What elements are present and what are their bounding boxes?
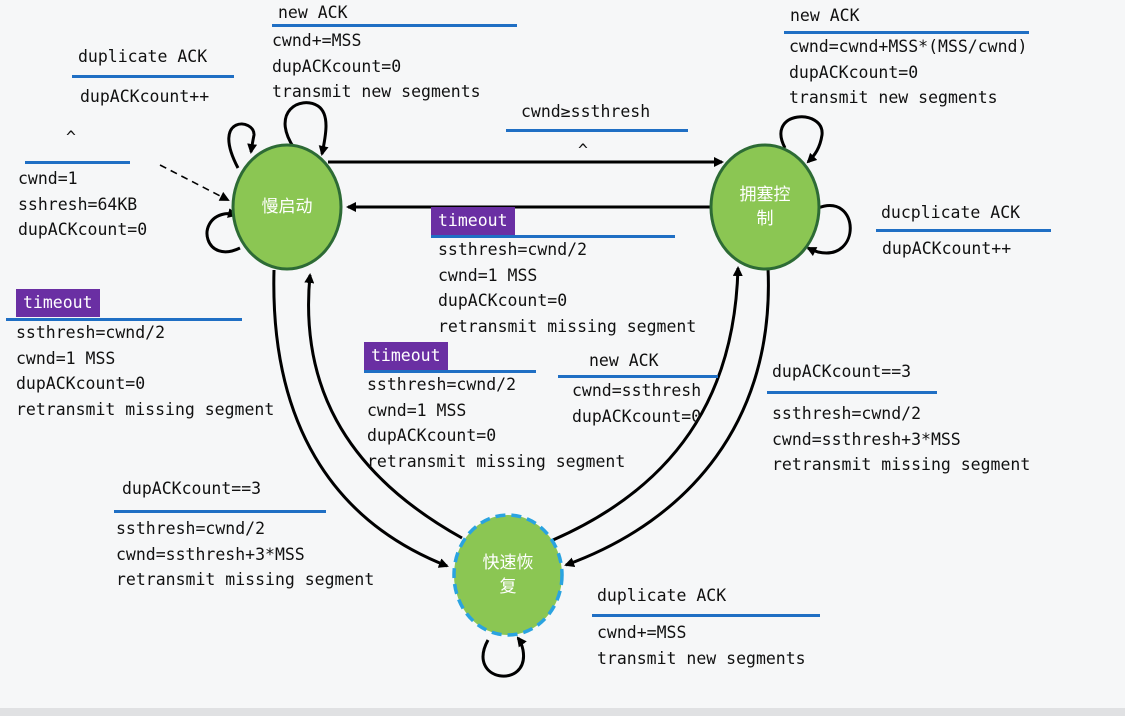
fr-timeout-bar <box>364 370 536 373</box>
ss-to-fr-arrow <box>272 269 449 568</box>
ca-timeout-actions: ssthresh=cwnd/2 cwnd=1 MSS dupACKcount=0… <box>438 240 697 336</box>
ca-new-ack-actions: cwnd=cwnd+MSS*(MSS/cwnd) dupACKcount=0 t… <box>789 37 1028 107</box>
init-bar <box>25 161 130 164</box>
ca-dup-ack-event: ducplicate ACK <box>881 203 1021 222</box>
state-fast-recovery <box>452 513 564 637</box>
ca-new-ack-loop <box>779 115 824 164</box>
init-event: ^ <box>66 128 76 147</box>
ca-to-fr-arrow <box>564 267 770 567</box>
fr-to-ca-arrow <box>552 266 743 542</box>
ca-timeout-tag: timeout <box>431 207 515 235</box>
ss-to-ca-bar <box>506 129 688 132</box>
bottom-strip <box>0 708 1125 716</box>
fr-new-ack-event: new ACK <box>589 351 659 370</box>
ss-dup-ack-bar <box>72 75 234 78</box>
ss-new-ack-loop <box>283 101 329 156</box>
fr-dup-ack-loop <box>481 636 527 678</box>
state-slow-start <box>231 143 343 271</box>
ss-timeout-actions: ssthresh=cwnd/2 cwnd=1 MSS dupACKcount=0… <box>16 323 275 419</box>
fr-new-ack-actions: cwnd=ssthresh dupACKcount=0 <box>572 381 702 426</box>
congestion-avoidance-label: 拥塞控 制 <box>739 185 791 229</box>
ss-to-ca-event: cwnd≥ssthresh <box>521 102 651 121</box>
ss-timeout-tag: timeout <box>16 289 100 317</box>
slow-start-label: 慢启动 <box>261 197 313 217</box>
ca-dup-ack-actions: dupACKcount++ <box>882 239 1012 258</box>
ss-to-fr-bar <box>114 510 326 513</box>
ca-new-ack-event: new ACK <box>790 6 860 25</box>
fr-timeout-tag: timeout <box>364 342 448 370</box>
init-actions: cwnd=1 sshresh=64KB dupACKcount=0 <box>18 169 148 239</box>
ss-dup-ack-actions: dupACKcount++ <box>80 87 210 106</box>
ca-dup-ack-bar <box>876 229 1051 232</box>
ss-to-ca-action: ^ <box>578 141 588 160</box>
ca-to-fr-bar <box>767 391 937 394</box>
fast-recovery-label: 快速恢 复 <box>482 553 534 597</box>
ss-dup-ack-loop <box>227 122 258 169</box>
ca-to-fr-event: dupACKcount==3 <box>772 362 912 381</box>
ca-dup-ack-loop <box>806 204 852 257</box>
ca-timeout-bar <box>431 235 675 238</box>
ss-dup-ack-event: duplicate ACK <box>78 47 208 66</box>
ss-to-fr-actions: ssthresh=cwnd/2 cwnd=ssthresh+3*MSS retr… <box>116 519 375 589</box>
ss-new-ack-event: new ACK <box>278 3 348 22</box>
fr-timeout-actions: ssthresh=cwnd/2 cwnd=1 MSS dupACKcount=0… <box>367 375 626 471</box>
ss-timeout-loop <box>205 208 241 254</box>
state-congestion-avoidance <box>709 143 821 271</box>
fr-dup-ack-bar <box>592 614 820 617</box>
ss-new-ack-actions: cwnd+=MSS dupACKcount=0 transmit new seg… <box>272 31 481 101</box>
ss-to-fr-event: dupACKcount==3 <box>122 479 262 498</box>
ca-to-fr-actions: ssthresh=cwnd/2 cwnd=ssthresh+3*MSS retr… <box>772 404 1031 474</box>
initial-arrow <box>159 164 230 201</box>
fr-dup-ack-event: duplicate ACK <box>597 586 727 605</box>
fr-dup-ack-actions: cwnd+=MSS transmit new segments <box>597 623 806 668</box>
ca-new-ack-bar <box>784 31 1029 34</box>
fr-to-ss-arrow <box>304 273 463 540</box>
ss-timeout-bar <box>6 318 242 321</box>
ss-new-ack-bar <box>272 24 517 27</box>
fr-new-ack-bar <box>558 375 718 378</box>
